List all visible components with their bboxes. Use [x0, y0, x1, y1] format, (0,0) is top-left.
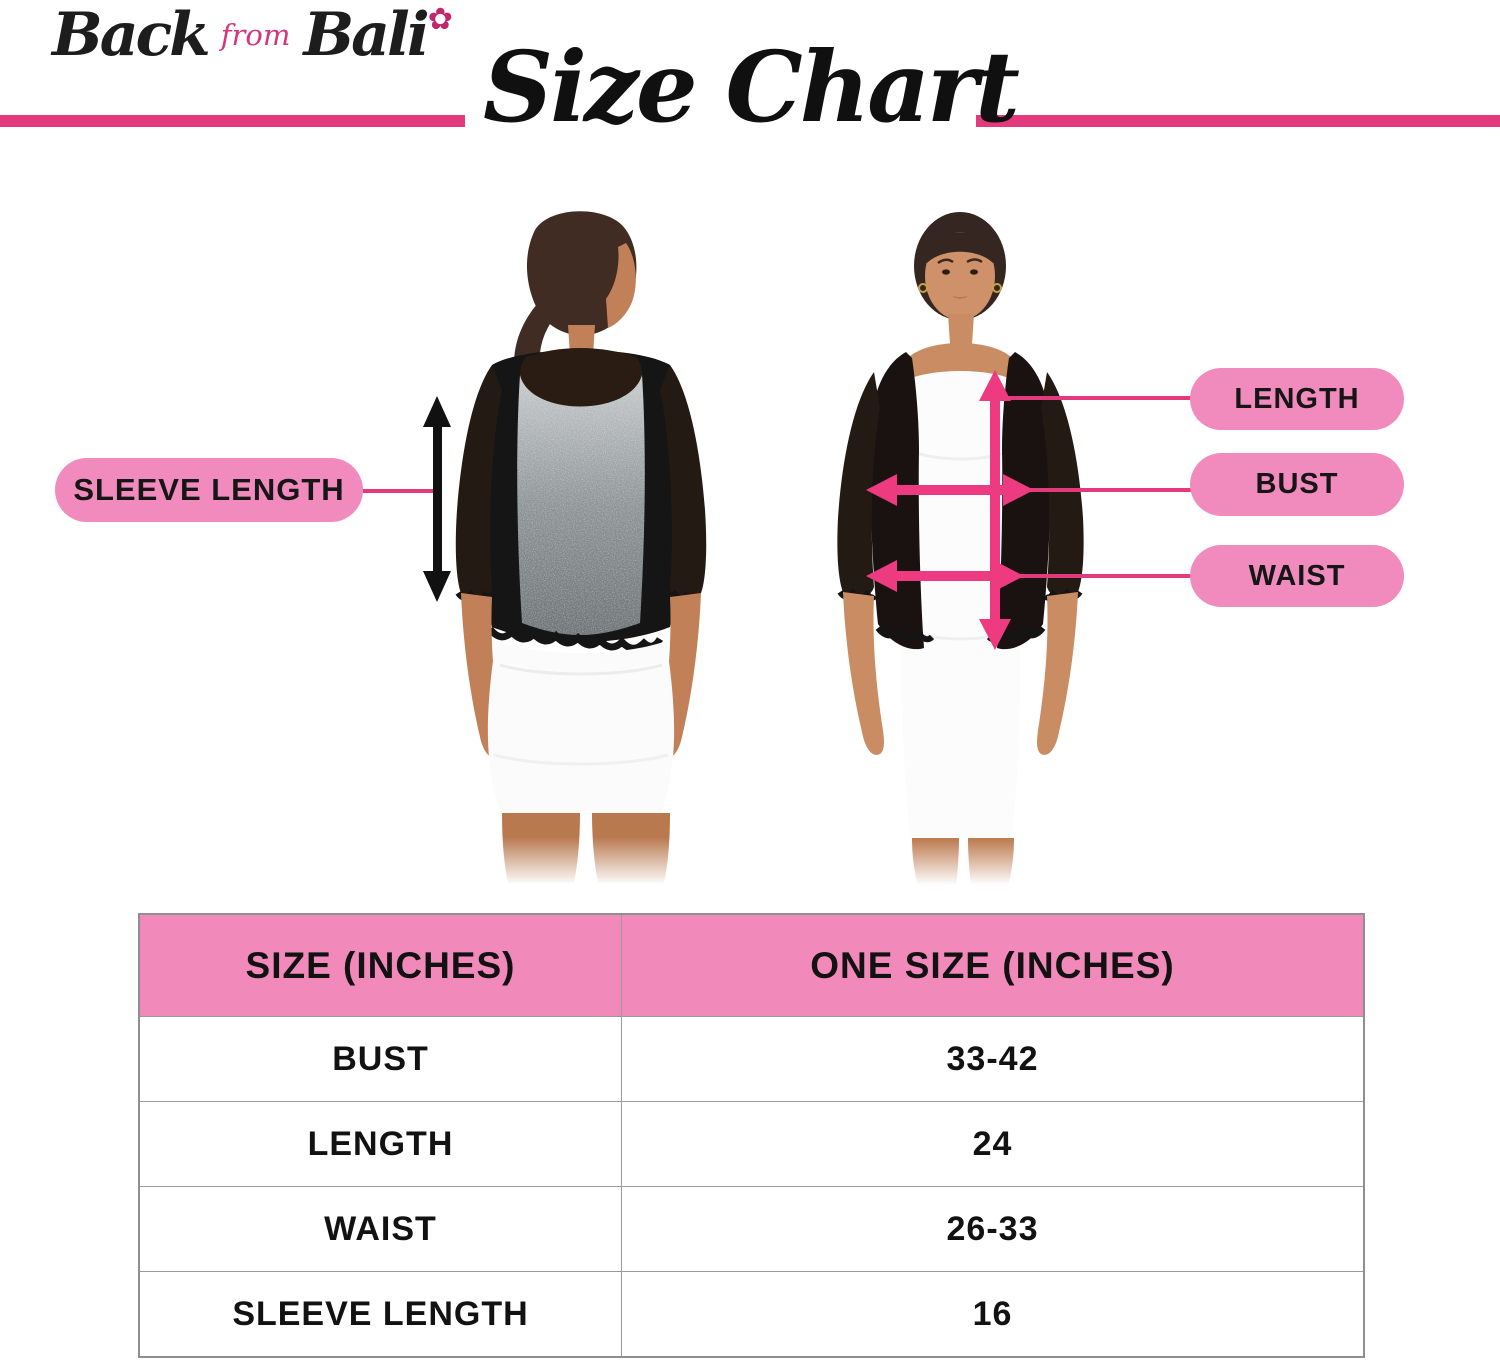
size-table-header-row: SIZE (INCHES) ONE SIZE (INCHES) [140, 915, 1363, 1016]
table-cell-value: 26-33 [946, 1209, 1039, 1248]
length-pill: LENGTH [1190, 368, 1404, 430]
table-cell-measure: WAIST [140, 1187, 622, 1271]
sleeve-length-pill: SLEEVE LENGTH [55, 458, 363, 522]
waist-pill-label: WAIST [1248, 559, 1346, 592]
table-cell-measure: LENGTH [140, 1102, 622, 1186]
bust-pill-label: BUST [1255, 468, 1339, 500]
table-cell-measure: BUST [140, 1017, 622, 1101]
logo-word-back: Back [52, 0, 211, 70]
model-back-view [430, 211, 730, 885]
size-table-header-one-size: ONE SIZE (INCHES) [810, 944, 1175, 986]
bust-pill: BUST [1190, 453, 1404, 516]
table-row-bust: BUST 33-42 [140, 1016, 1363, 1101]
page-title: Size Chart [483, 30, 1020, 144]
sleeve-length-pill-label: SLEEVE LENGTH [73, 472, 345, 507]
table-cell-value: 33-42 [946, 1039, 1039, 1078]
model-front-view [808, 212, 1113, 885]
divider-line-right [976, 115, 1500, 127]
table-row-waist: WAIST 26-33 [140, 1186, 1363, 1271]
table-row-sleeve-length: SLEEVE LENGTH 16 [140, 1271, 1363, 1356]
table-cell-value: 24 [972, 1124, 1013, 1163]
length-pill-label: LENGTH [1234, 382, 1360, 415]
model-front-view-illustration [808, 212, 1113, 885]
logo-word-from: from [220, 18, 291, 52]
table-cell-measure: SLEEVE LENGTH [140, 1272, 622, 1356]
size-table-header-size: SIZE (INCHES) [140, 915, 622, 1016]
model-back-view-illustration [430, 211, 730, 885]
size-table: SIZE (INCHES) ONE SIZE (INCHES) BUST 33-… [138, 913, 1365, 1358]
flower-icon: ✿ [427, 2, 453, 37]
divider-line-left [0, 115, 465, 127]
waist-pill: WAIST [1190, 545, 1404, 607]
logo-word-bali: Bali [303, 0, 429, 70]
brand-logo: Back from Bali ✿ [52, 0, 457, 70]
table-row-length: LENGTH 24 [140, 1101, 1363, 1186]
table-cell-value: 16 [972, 1294, 1013, 1333]
